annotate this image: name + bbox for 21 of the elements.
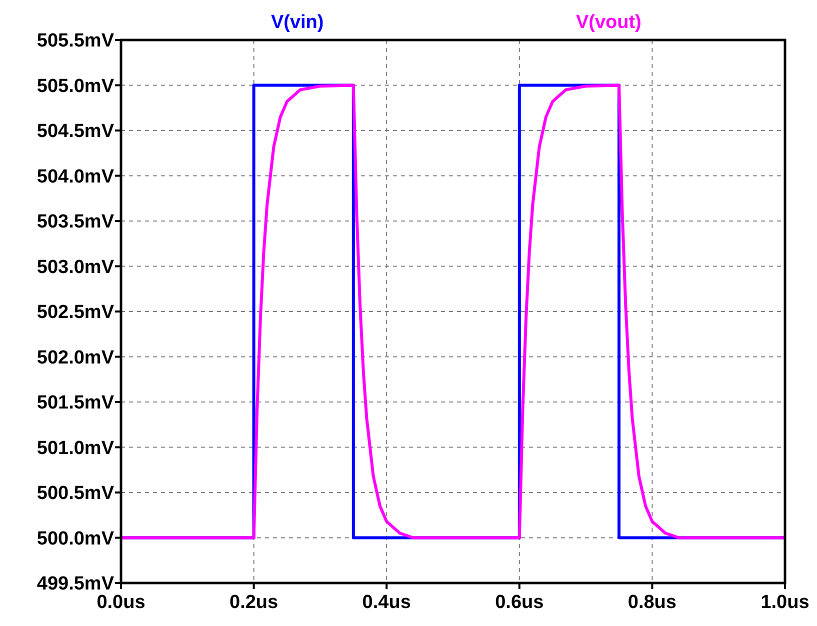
y-tick-label: 500.5mV <box>36 483 114 504</box>
x-tick-label: 0.6us <box>495 592 544 613</box>
y-tick-label: 502.5mV <box>36 302 114 324</box>
text: V(vout) <box>576 12 642 33</box>
y-tick-label: 502.0mV <box>36 347 114 368</box>
x-tick-label: 1.0us <box>760 592 810 613</box>
y-tick-label: 503.0mV <box>36 256 114 278</box>
x-tick-label: 0.4us <box>362 592 411 613</box>
y-tick-label: 503.5mV <box>36 212 114 233</box>
y-tick-label: 504.0mV <box>36 166 114 188</box>
y-tick-label: 505.5mV <box>36 30 114 52</box>
y-tick-label: 499.5mV <box>36 574 114 595</box>
y-tick-label: 504.5mV <box>36 121 114 142</box>
y-tick-label: 505.0mV <box>36 76 114 97</box>
y-tick-label: 501.0mV <box>36 438 114 459</box>
x-tick-label: 0.0us <box>96 592 146 613</box>
x-tick-label: 0.8us <box>628 592 676 613</box>
x-tick-label: 0.2us <box>230 592 278 613</box>
text: V(vin) <box>270 12 324 33</box>
y-tick-label: 500.0mV <box>36 528 114 550</box>
y-tick-label: 501.5mV <box>36 392 114 414</box>
